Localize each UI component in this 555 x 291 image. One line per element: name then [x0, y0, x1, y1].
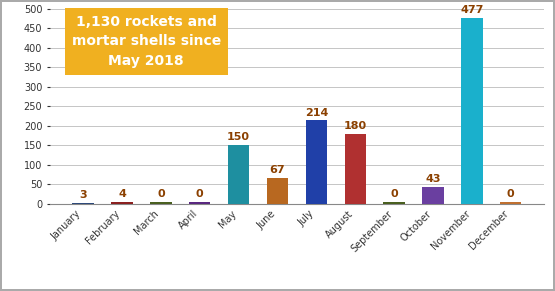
Bar	[422, 187, 443, 204]
Text: 0: 0	[157, 189, 165, 199]
Bar	[384, 202, 405, 204]
Bar	[500, 202, 522, 204]
Text: 4: 4	[118, 189, 126, 199]
Text: 214: 214	[305, 107, 328, 118]
Bar	[189, 202, 210, 204]
Bar	[306, 120, 327, 204]
Bar	[345, 134, 366, 204]
Bar	[112, 202, 133, 204]
Bar	[228, 145, 249, 204]
Text: 43: 43	[425, 174, 441, 184]
Text: 150: 150	[227, 132, 250, 143]
Text: 1,130 rockets and
mortar shells since
May 2018: 1,130 rockets and mortar shells since Ma…	[72, 15, 221, 68]
Bar	[150, 202, 171, 204]
Text: 477: 477	[460, 5, 483, 15]
Text: 67: 67	[270, 165, 285, 175]
Text: 180: 180	[344, 121, 367, 131]
Bar	[267, 178, 288, 204]
Bar	[72, 203, 94, 204]
Text: 0: 0	[196, 189, 204, 199]
Text: 0: 0	[507, 189, 514, 199]
Bar	[461, 18, 482, 204]
Text: 3: 3	[79, 190, 87, 200]
Text: 0: 0	[390, 189, 398, 199]
